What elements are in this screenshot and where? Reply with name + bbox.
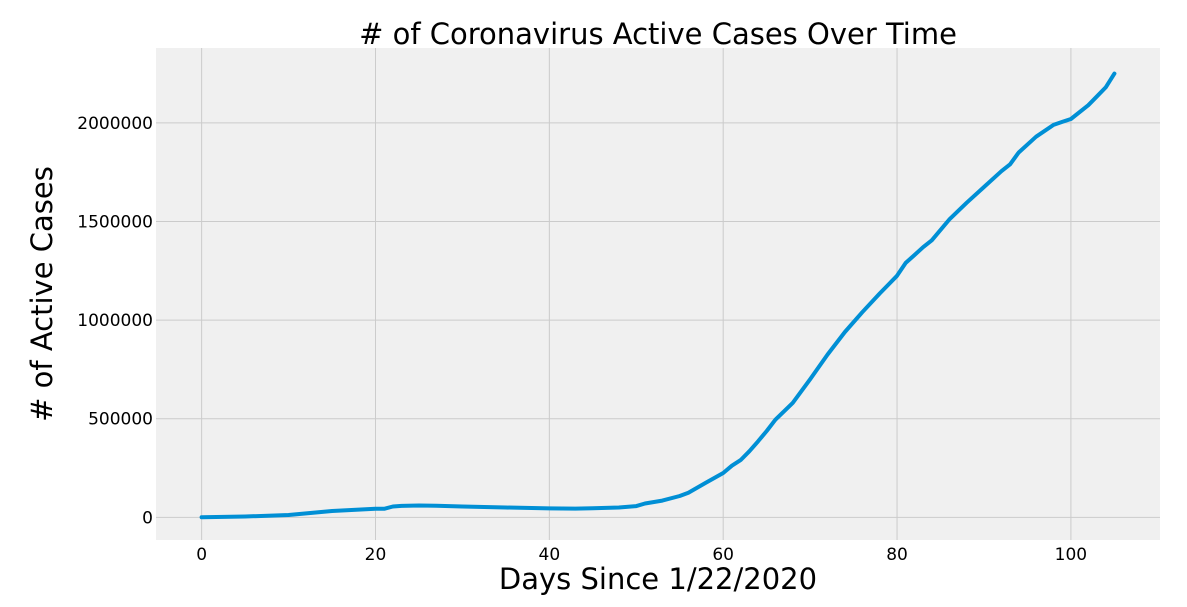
y-tick-label: 1500000 — [77, 213, 153, 233]
y-tick-label: 500000 — [88, 410, 153, 430]
x-tick-label: 40 — [539, 545, 561, 565]
y-tick-label: 2000000 — [77, 114, 153, 134]
x-tick-label: 60 — [712, 545, 734, 565]
chart-title: # of Coronavirus Active Cases Over Time — [359, 17, 957, 51]
grid-lines — [156, 48, 1160, 540]
series-line-active-cases — [199, 71, 1117, 520]
y-tick-label: 0 — [142, 508, 153, 528]
series-layer — [199, 71, 1117, 520]
tick-labels: 0 20 40 60 80 100 0 500000 1000000 1500000 2000000 — [77, 114, 1087, 565]
y-axis-label: # of Active Cases — [25, 166, 59, 422]
x-axis-label: Days Since 1/22/2020 — [499, 562, 817, 596]
x-tick-label: 0 — [196, 545, 207, 565]
x-tick-label: 100 — [1055, 545, 1087, 565]
x-tick-label: 80 — [886, 545, 908, 565]
x-tick-label: 20 — [365, 545, 387, 565]
plot-area — [156, 48, 1160, 540]
y-tick-label: 1000000 — [77, 311, 153, 331]
